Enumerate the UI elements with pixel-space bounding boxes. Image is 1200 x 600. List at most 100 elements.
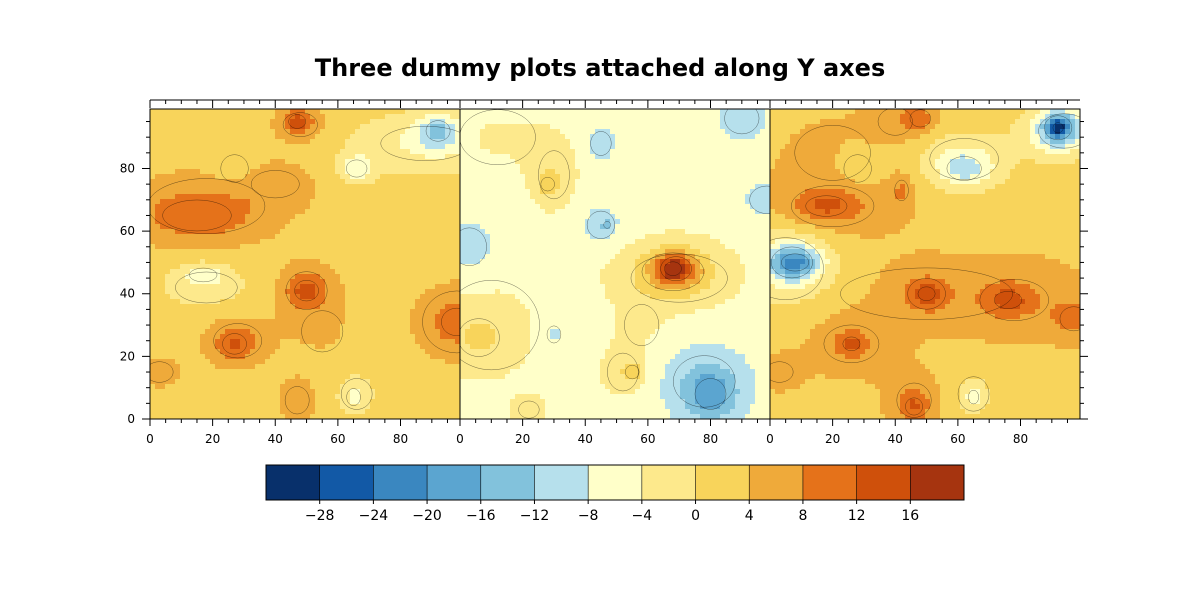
contour-cell <box>290 239 296 245</box>
contour-cell <box>335 204 341 210</box>
contour-cell <box>265 204 271 210</box>
contour-cell <box>335 199 341 205</box>
y-tick-label: 0 <box>127 412 135 426</box>
contour-cell <box>270 179 276 185</box>
contour-cell <box>445 334 451 340</box>
contour-cell <box>360 364 366 370</box>
contour-cell <box>270 144 276 150</box>
contour-cell <box>335 149 341 155</box>
contour-cell <box>540 219 546 225</box>
contour-cell <box>405 184 411 190</box>
contour-cell <box>520 279 526 285</box>
contour-cell <box>390 269 396 275</box>
contour-cell <box>230 174 236 180</box>
contour-cell <box>240 404 246 410</box>
contour-cell <box>505 399 511 405</box>
contour-cell <box>425 209 431 215</box>
contour-cell <box>185 329 191 335</box>
contour-cell <box>455 284 460 290</box>
contour-cell <box>150 399 156 405</box>
contour-cell <box>265 224 271 230</box>
contour-cell <box>490 259 496 265</box>
contour-cell <box>155 274 161 280</box>
contour-cell <box>375 169 381 175</box>
contour-cell <box>185 409 191 415</box>
contour-cell <box>310 179 316 185</box>
contour-cell <box>250 159 256 165</box>
contour-cell <box>355 359 361 365</box>
contour-cell <box>435 319 441 325</box>
contour-cell <box>260 124 266 130</box>
contour-cell <box>455 279 460 285</box>
contour-cell <box>255 294 261 300</box>
contour-cell <box>355 394 361 400</box>
contour-cell <box>530 269 536 275</box>
contour-cell <box>420 389 426 395</box>
contour-cell <box>495 229 501 235</box>
contour-cell <box>190 109 196 115</box>
contour-cell <box>235 354 241 360</box>
contour-cell <box>280 309 286 315</box>
contour-cell <box>340 234 346 240</box>
contour-cell <box>205 289 211 295</box>
contour-cell <box>320 189 326 195</box>
contour-cell <box>415 224 421 230</box>
contour-cell <box>205 304 211 310</box>
contour-cell <box>340 294 346 300</box>
contour-cell <box>190 284 196 290</box>
contour-cell <box>255 154 261 160</box>
contour-cell <box>510 294 516 300</box>
contour-cell <box>405 339 411 345</box>
contour-cell <box>205 144 211 150</box>
contour-cell <box>405 174 411 180</box>
contour-cell <box>475 184 481 190</box>
contour-cell <box>160 109 166 115</box>
contour-cell <box>280 409 286 415</box>
contour-cell <box>265 294 271 300</box>
contour-cell <box>535 254 541 260</box>
contour-cell <box>385 414 391 419</box>
contour-cell <box>220 379 226 385</box>
contour-cell <box>210 289 216 295</box>
contour-cell <box>395 274 401 280</box>
contour-cell <box>305 344 311 350</box>
contour-cell <box>150 339 156 345</box>
contour-cell <box>260 409 266 415</box>
contour-cell <box>200 224 206 230</box>
contour-cell <box>440 304 446 310</box>
contour-cell <box>315 404 321 410</box>
contour-cell <box>245 149 251 155</box>
contour-cell <box>535 279 541 285</box>
contour-cell <box>525 384 531 390</box>
contour-cell <box>255 214 261 220</box>
contour-cell <box>245 259 251 265</box>
contour-cell <box>355 174 361 180</box>
contour-cell <box>275 304 281 310</box>
contour-cell <box>230 154 236 160</box>
contour-line <box>285 271 328 310</box>
contour-cell <box>525 119 531 125</box>
contour-cell <box>420 109 426 115</box>
contour-cell <box>240 169 246 175</box>
contour-cell <box>325 154 331 160</box>
contour-cell <box>325 374 331 380</box>
contour-cell <box>400 114 406 120</box>
contour-cell <box>335 259 341 265</box>
contour-cell <box>215 374 221 380</box>
contour-cell <box>210 344 216 350</box>
contour-cell <box>400 339 406 345</box>
contour-cell <box>345 324 351 330</box>
contour-cell <box>255 239 261 245</box>
contour-cell <box>275 359 281 365</box>
contour-cell <box>465 234 471 240</box>
contour-cell <box>340 324 346 330</box>
contour-cell <box>475 234 481 240</box>
contour-cell <box>470 239 476 245</box>
contour-cell <box>310 174 316 180</box>
contour-cell <box>415 349 421 355</box>
contour-cell <box>290 129 296 135</box>
contour-cell <box>270 239 276 245</box>
contour-cell <box>505 264 511 270</box>
contour-cell <box>235 194 241 200</box>
contour-cell <box>210 299 216 305</box>
